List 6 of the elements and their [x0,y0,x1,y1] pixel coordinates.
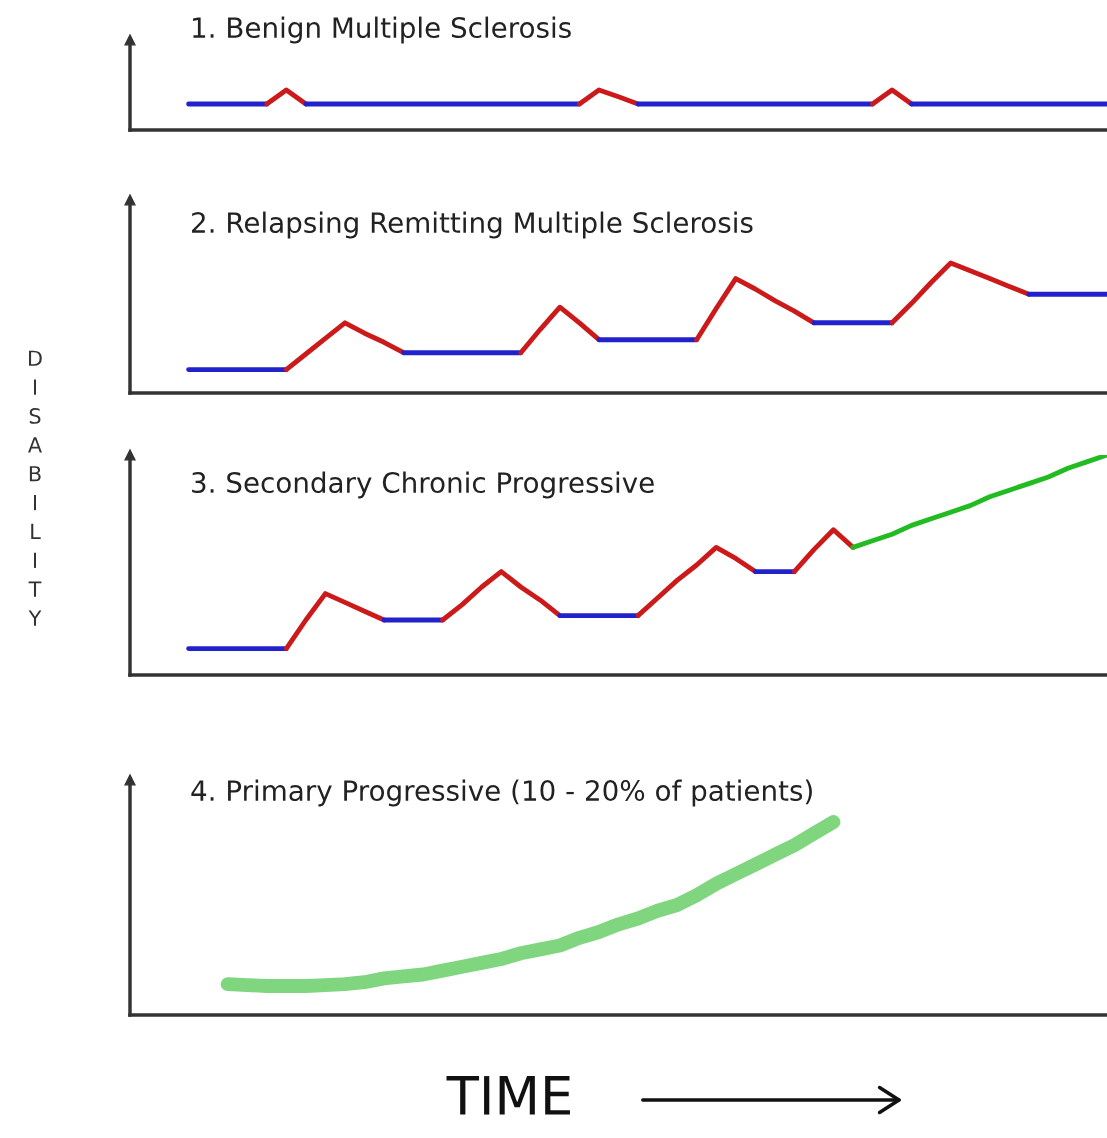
x-axis-title: TIME [446,1076,570,1115]
chart-title: 4. Primary Progressive (10 - 20% of patients) [191,779,812,807]
chart-title: 1. Benign Multiple Sclerosis [193,16,571,44]
chart-title: 2. Relapsing Remitting Multiple Sclerosis [192,211,753,239]
text: 3. Secondary Chronic Progressive [192,471,654,499]
text: DISABILITY [28,350,42,626]
